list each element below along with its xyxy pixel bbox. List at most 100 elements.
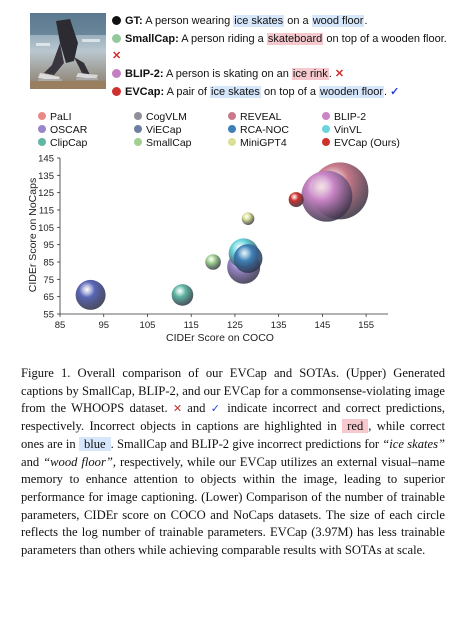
y-tick-label: 85 (43, 258, 54, 269)
caption-blip2: BLIP-2: A person is skating on an ice ri… (112, 66, 452, 83)
caption-part-4: . SmallCap and BLIP-2 give incorrect pre… (110, 436, 383, 451)
caption-smallcap: SmallCap: A person riding a skateboard o… (112, 31, 452, 65)
data-point-rca-noc (233, 244, 263, 273)
gt-text-2: on a (284, 15, 312, 27)
legend-dot (322, 125, 330, 133)
evcap-text-3: . (384, 86, 388, 98)
legend-item: MiniGPT4 (228, 137, 287, 149)
data-point-minigpt4 (241, 212, 255, 225)
y-axis-label: CIDEr Score on NoCaps (27, 178, 39, 292)
quote-wood-floor: “wood floor” (43, 454, 113, 469)
legend-label: EVCap (Ours) (334, 137, 400, 149)
legend-label: SmallCap (146, 137, 192, 149)
legend-label: PaLI (50, 111, 72, 123)
caption-evcap: EVCap: A pair of ice skates on top of a … (112, 84, 452, 101)
x-tick-label: 115 (184, 320, 199, 331)
evcap-hl-2: wooden floor (319, 86, 385, 98)
gt-hl-2: wood floor (311, 15, 365, 27)
incorrect-mark-icon: ✕ (112, 50, 122, 62)
x-tick-label: 145 (314, 320, 330, 331)
legend-label: REVEAL (240, 111, 282, 123)
blip2-text-1: A person is skating on an (165, 68, 292, 80)
legend-label: VinVL (334, 124, 362, 136)
whoops-image (30, 13, 106, 89)
legend-label: CogVLM (146, 111, 187, 123)
data-point-evcap-ours (288, 192, 304, 208)
legend-item: RCA-NOC (228, 124, 289, 136)
blip2-text-2: . (328, 68, 332, 80)
caption-list: GT: A person wearing ice skates on a woo… (112, 13, 452, 102)
legend-dot (322, 138, 330, 146)
legend-dot (134, 125, 142, 133)
x-tick-label: 135 (271, 320, 287, 331)
correct-mark-icon: ✓ (390, 86, 400, 98)
blip2-dot (112, 69, 121, 78)
correct-mark-icon: ✓ (210, 402, 223, 416)
legend-dot (134, 138, 142, 146)
evcap-text-1: A pair of (166, 86, 210, 98)
data-point-oscar (75, 279, 106, 310)
legend-label: ViECap (146, 124, 182, 136)
y-tick-label: 95 (43, 240, 54, 251)
caption-gt: GT: A person wearing ice skates on a woo… (112, 13, 452, 30)
legend-item: REVEAL (228, 111, 281, 123)
data-point-smallcap (205, 254, 221, 270)
gt-hl-1: ice skates (233, 15, 285, 27)
x-tick-label: 95 (98, 320, 109, 331)
smallcap-hl-1: skateboard (266, 33, 324, 45)
evcap-hl-1: ice skates (210, 86, 261, 98)
legend-item: SmallCap (134, 137, 192, 149)
data-point-pali (301, 170, 353, 222)
blue-highlight-sample: blue (78, 436, 111, 451)
caption-part-5: and (21, 454, 44, 469)
y-tick-label: 55 (43, 310, 54, 321)
legend-label: RCA-NOC (240, 124, 289, 136)
legend-label: OSCAR (50, 124, 88, 136)
evcap-label: EVCap: (125, 86, 165, 98)
smallcap-dot (112, 34, 121, 43)
caption-part-2: indicate incorrect and correct predictio… (21, 401, 445, 434)
y-tick-label: 105 (38, 223, 54, 234)
smallcap-label: SmallCap: (125, 33, 179, 45)
legend-item: OSCAR (38, 124, 87, 136)
legend-dot (134, 112, 142, 120)
caption-part-1: Figure 1. Overall comparison of our EVCa… (21, 366, 445, 416)
gt-text-1: A person wearing (145, 15, 234, 27)
legend-dot (38, 112, 46, 120)
legend-item: VinVL (322, 124, 362, 136)
y-tick-label: 75 (43, 275, 54, 286)
smallcap-text-1: A person riding a (181, 33, 267, 45)
legend-item: ViECap (134, 124, 181, 136)
smallcap-text-2: on top of a wooden floor. (323, 33, 447, 45)
legend-item: BLIP-2 (322, 111, 366, 123)
gt-text-3: . (364, 15, 368, 27)
legend-item: CogVLM (134, 111, 187, 123)
caption-part-6: , respectively, while our EVCap utilizes… (21, 454, 445, 558)
quote-ice-skates: “ice skates” (382, 436, 445, 451)
legend-dot (322, 112, 330, 120)
x-tick-label: 125 (227, 320, 243, 331)
legend-label: BLIP-2 (334, 111, 367, 123)
red-highlight-sample: red (342, 419, 369, 434)
y-tick-label: 135 (38, 171, 54, 182)
y-tick-label: 125 (38, 188, 54, 199)
figure-caption: Figure 1. Overall comparison of our EVCa… (21, 365, 445, 560)
legend-label: ClipCap (50, 137, 88, 149)
caption-and: and (182, 401, 206, 416)
legend-dot (38, 138, 46, 146)
legend-dot (38, 125, 46, 133)
evcap-text-2: on top of a (260, 86, 320, 98)
incorrect-mark-icon: ✕ (172, 402, 183, 416)
incorrect-mark-icon: ✕ (334, 68, 345, 80)
gt-label: GT: (125, 15, 143, 27)
y-tick-label: 115 (39, 206, 54, 217)
legend-dot (228, 138, 236, 146)
x-tick-label: 105 (140, 320, 156, 331)
blip2-label: BLIP-2: (125, 68, 164, 80)
caption-part-3: , while correct ones are in (21, 419, 445, 451)
gt-dot (112, 16, 121, 25)
legend-item: EVCap (Ours) (322, 137, 400, 149)
y-tick-label: 65 (43, 292, 54, 303)
legend-dot (228, 112, 236, 120)
blip2-hl-1: ice rink (291, 68, 329, 80)
